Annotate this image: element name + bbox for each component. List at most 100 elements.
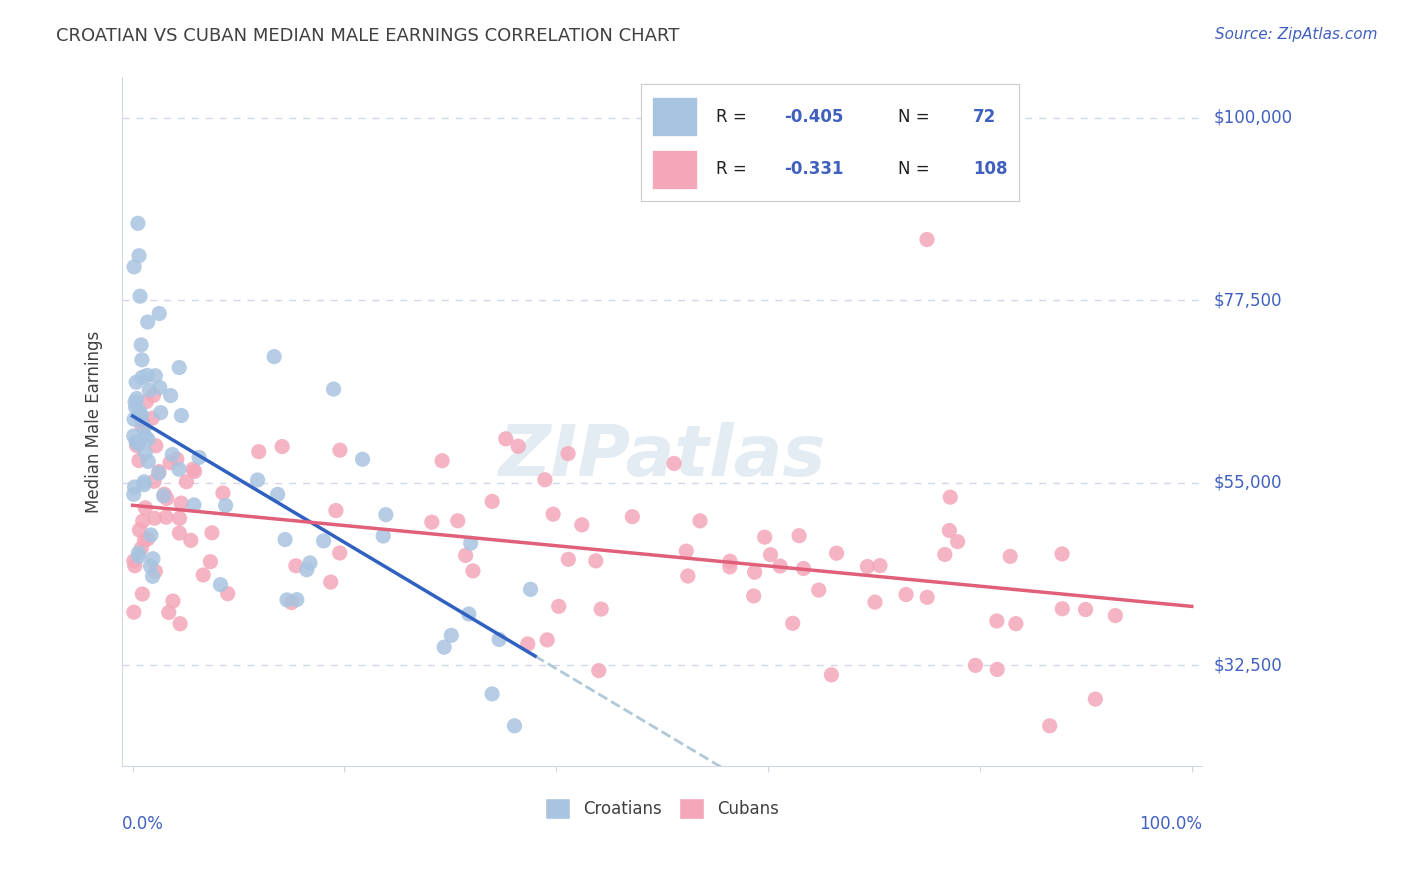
Cubans: [541, 507, 564, 521]
Croatians: [125, 392, 148, 406]
Croatians: [124, 395, 146, 409]
Cubans: [319, 575, 342, 590]
Cubans: [1039, 719, 1062, 733]
Croatians: [131, 409, 153, 423]
Cubans: [134, 500, 156, 515]
Croatians: [274, 533, 297, 547]
Croatians: [136, 454, 159, 468]
Cubans: [946, 534, 969, 549]
Croatians: [263, 350, 285, 364]
Cubans: [329, 443, 352, 458]
Cubans: [1052, 601, 1074, 615]
Cubans: [176, 475, 198, 489]
Cubans: [508, 439, 530, 453]
Cubans: [1074, 602, 1097, 616]
Croatians: [322, 382, 344, 396]
Croatians: [488, 632, 510, 647]
Cubans: [787, 529, 810, 543]
Cubans: [145, 439, 167, 453]
Croatians: [129, 289, 152, 303]
Cubans: [271, 440, 294, 454]
Cubans: [284, 558, 307, 573]
Cubans: [986, 614, 1008, 628]
Cubans: [754, 530, 776, 544]
Text: Source: ZipAtlas.com: Source: ZipAtlas.com: [1215, 27, 1378, 42]
Croatians: [125, 376, 148, 390]
Cubans: [447, 514, 470, 528]
Cubans: [782, 616, 804, 631]
Croatians: [124, 480, 146, 494]
Croatians: [136, 315, 159, 329]
Cubans: [759, 548, 782, 562]
Croatians: [134, 430, 156, 444]
Cubans: [621, 509, 644, 524]
Croatians: [374, 508, 396, 522]
Croatians: [285, 592, 308, 607]
Croatians: [127, 546, 149, 560]
Croatians: [352, 452, 374, 467]
Cubans: [136, 532, 159, 546]
Cubans: [534, 473, 557, 487]
Cubans: [170, 496, 193, 510]
Croatians: [138, 383, 160, 397]
Cubans: [430, 454, 453, 468]
Croatians: [122, 260, 145, 274]
Croatians: [142, 551, 165, 566]
Cubans: [718, 554, 741, 568]
Croatians: [460, 536, 482, 550]
Croatians: [188, 450, 211, 465]
Cubans: [212, 486, 235, 500]
Cubans: [825, 546, 848, 560]
Cubans: [591, 602, 613, 616]
Cubans: [939, 490, 962, 504]
Cubans: [481, 494, 503, 508]
Cubans: [689, 514, 711, 528]
Cubans: [998, 549, 1021, 564]
Cubans: [183, 464, 205, 478]
Croatians: [142, 569, 165, 583]
Cubans: [180, 533, 202, 548]
Croatians: [159, 388, 181, 402]
Legend: Croatians, Cubans: Croatians, Cubans: [537, 790, 787, 827]
Croatians: [128, 404, 150, 418]
Croatians: [266, 487, 288, 501]
Cubans: [142, 388, 165, 402]
Cubans: [495, 432, 517, 446]
Croatians: [519, 582, 541, 597]
Cubans: [792, 561, 814, 575]
Croatians: [139, 559, 162, 574]
Croatians: [125, 435, 148, 450]
Text: $77,500: $77,500: [1213, 292, 1282, 310]
Cubans: [718, 559, 741, 574]
Cubans: [869, 558, 891, 573]
Croatians: [183, 498, 205, 512]
Croatians: [139, 528, 162, 542]
Cubans: [820, 668, 842, 682]
Croatians: [149, 381, 172, 395]
Cubans: [141, 411, 163, 425]
Cubans: [420, 515, 443, 529]
Cubans: [557, 552, 579, 566]
Cubans: [131, 419, 153, 434]
Text: CROATIAN VS CUBAN MEDIAN MALE EARNINGS CORRELATION CHART: CROATIAN VS CUBAN MEDIAN MALE EARNINGS C…: [56, 27, 679, 45]
Cubans: [1104, 608, 1126, 623]
Croatians: [134, 420, 156, 434]
Cubans: [807, 583, 830, 598]
Cubans: [122, 605, 145, 619]
Croatians: [276, 593, 298, 607]
Croatians: [373, 529, 395, 543]
Cubans: [938, 524, 960, 538]
Cubans: [201, 525, 224, 540]
Cubans: [143, 475, 166, 489]
Cubans: [159, 456, 181, 470]
Cubans: [131, 414, 153, 428]
Cubans: [1005, 616, 1028, 631]
Cubans: [155, 510, 177, 524]
Cubans: [585, 554, 607, 568]
Croatians: [148, 466, 170, 480]
Text: 0.0%: 0.0%: [122, 814, 165, 832]
Croatians: [440, 628, 463, 642]
Croatians: [457, 607, 479, 621]
Croatians: [167, 360, 190, 375]
Cubans: [915, 233, 938, 247]
